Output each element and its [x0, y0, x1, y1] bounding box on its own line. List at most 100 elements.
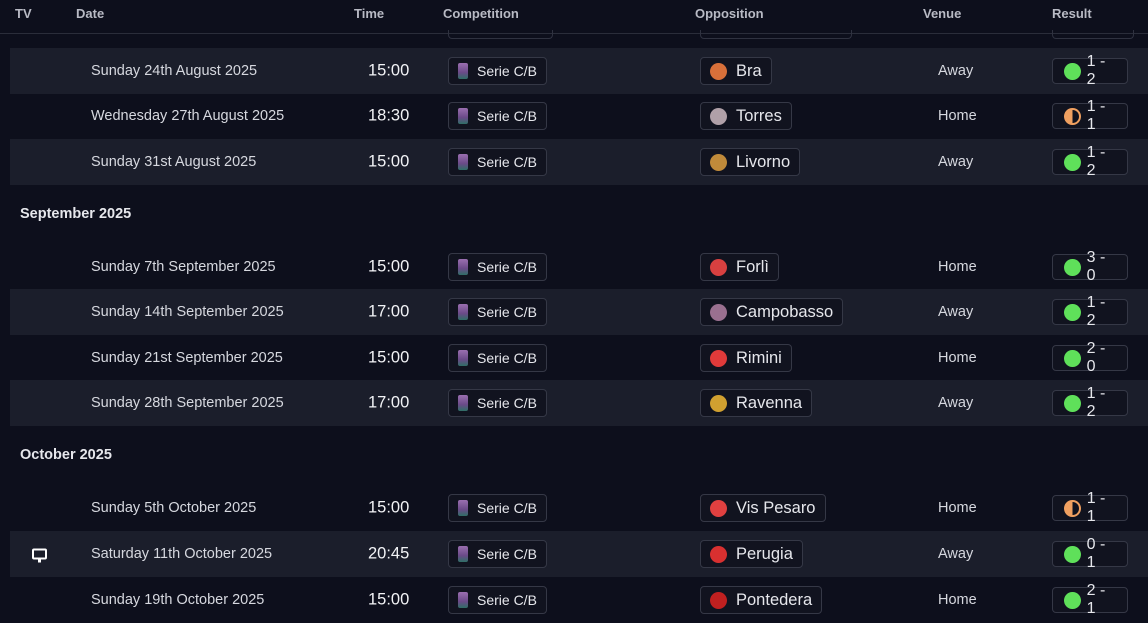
result-score: 1 - 1 [1086, 490, 1106, 525]
competition-badge[interactable]: Serie C/B [448, 148, 547, 176]
opponent-badge[interactable]: Rimini [700, 344, 792, 372]
result-score: 1 - 2 [1086, 385, 1106, 420]
month-heading: September 2025 [20, 206, 132, 222]
competition-logo-icon [458, 108, 468, 124]
result-score: 2 - 1 [1086, 582, 1106, 617]
partial-row-result [1052, 30, 1134, 39]
team-crest-icon [710, 499, 727, 517]
result-badge[interactable]: 2 - 0 [1052, 340, 1128, 375]
competition-logo-icon [458, 350, 468, 366]
opponent-badge[interactable]: Ravenna [700, 389, 813, 417]
opponent-badge[interactable]: Torres [700, 102, 792, 130]
competition-badge[interactable]: Serie C/B [448, 253, 547, 281]
month-heading: October 2025 [20, 447, 112, 463]
result-score: 3 - 0 [1086, 249, 1106, 284]
result-badge[interactable]: 3 - 0 [1052, 249, 1128, 284]
opponent-badge[interactable]: Vis Pesaro [700, 494, 826, 522]
result-badge[interactable]: 1 - 2 [1052, 385, 1128, 420]
fixture-row[interactable]: Sunday 14th September 2025 17:00 Serie C/B… [10, 289, 1148, 335]
fixture-row[interactable]: Sunday 28th September 2025 17:00 Serie C/B… [10, 380, 1148, 426]
result-badge[interactable]: 1 - 2 [1052, 144, 1128, 179]
fixture-row[interactable]: Sunday 21st September 2025 15:00 Serie C/B… [10, 335, 1148, 381]
fixture-time: 15:00 [368, 152, 410, 171]
competition-logo-icon [458, 500, 468, 516]
competition-badge[interactable]: Serie C/B [448, 298, 547, 326]
fixture-row[interactable]: Sunday 7th September 2025 15:00 Serie C/B F… [10, 244, 1148, 290]
opponent-badge[interactable]: Bra [700, 57, 772, 85]
result-badge[interactable]: 1 - 2 [1052, 294, 1128, 329]
team-crest-icon [710, 545, 727, 563]
competition-logo-icon [458, 154, 468, 170]
fixture-time: 15:00 [368, 61, 410, 80]
competition-badge[interactable]: Serie C/B [448, 389, 547, 417]
competition-logo-icon [458, 592, 468, 608]
opponent-badge[interactable]: Livorno [700, 148, 801, 176]
opponent-badge[interactable]: Perugia [700, 540, 803, 568]
header-competition: Competition [443, 6, 519, 21]
fixture-date: Sunday 28th September 2025 [91, 395, 284, 411]
win-indicator-icon [1064, 545, 1081, 563]
win-indicator-icon [1064, 394, 1081, 412]
draw-indicator-icon [1064, 499, 1081, 517]
competition-logo-icon [458, 304, 468, 320]
opponent-name: Torres [736, 106, 782, 125]
team-crest-icon [710, 258, 727, 276]
competition-badge[interactable]: Serie C/B [448, 586, 547, 614]
win-indicator-icon [1064, 349, 1081, 367]
fixture-venue: Away [938, 395, 974, 411]
fixture-time: 15:00 [368, 257, 410, 276]
team-crest-icon [710, 62, 727, 80]
team-crest-icon [710, 303, 727, 321]
header-date: Date [76, 6, 105, 21]
competition-name: Serie C/B [477, 304, 537, 320]
competition-badge[interactable]: Serie C/B [448, 540, 547, 568]
win-indicator-icon [1064, 62, 1081, 80]
fixture-venue: Home [938, 108, 977, 124]
team-crest-icon [710, 107, 727, 125]
competition-badge[interactable]: Serie C/B [448, 344, 547, 372]
fixture-time: 20:45 [368, 544, 410, 563]
result-badge[interactable]: 0 - 1 [1052, 536, 1128, 571]
fixture-date: Sunday 7th September 2025 [91, 259, 276, 275]
opponent-badge[interactable]: Forlì [700, 253, 779, 281]
fixture-venue: Away [938, 63, 974, 79]
fixture-venue: Home [938, 592, 977, 608]
competition-badge[interactable]: Serie C/B [448, 57, 547, 85]
table-header: TV Date Time Competition Opposition Venu… [0, 0, 1148, 34]
fixture-row[interactable]: Sunday 19th October 2025 15:00 Serie C/B Po… [10, 577, 1148, 623]
fixture-date: Sunday 21st September 2025 [91, 350, 283, 366]
opponent-name: Vis Pesaro [736, 498, 816, 517]
fixture-row[interactable]: Sunday 5th October 2025 15:00 Serie C/B Vis… [10, 485, 1148, 531]
result-badge[interactable]: 1 - 1 [1052, 98, 1128, 133]
partial-row-competition [448, 30, 553, 39]
competition-name: Serie C/B [477, 395, 537, 411]
team-crest-icon [710, 591, 727, 609]
fixture-row[interactable]: Saturday 11th October 2025 20:45 Serie C/B… [10, 531, 1148, 577]
opponent-name: Ravenna [736, 393, 803, 412]
header-opposition: Opposition [695, 6, 764, 21]
fixture-row[interactable]: Wednesday 27th August 2025 18:30 Serie C/B… [10, 93, 1148, 139]
fixture-date: Saturday 11th October 2025 [91, 546, 273, 562]
win-indicator-icon [1064, 153, 1081, 171]
fixture-time: 15:00 [368, 348, 410, 367]
competition-logo-icon [458, 63, 468, 79]
result-score: 1 - 1 [1086, 98, 1106, 133]
competition-name: Serie C/B [477, 546, 537, 562]
opponent-badge[interactable]: Campobasso [700, 298, 844, 326]
competition-badge[interactable]: Serie C/B [448, 102, 547, 130]
result-badge[interactable]: 2 - 1 [1052, 582, 1128, 617]
result-badge[interactable]: 1 - 2 [1052, 53, 1128, 88]
fixture-row[interactable]: Sunday 31st August 2025 15:00 Serie C/B Liv… [10, 139, 1148, 185]
fixture-time: 17:00 [368, 393, 410, 412]
opponent-badge[interactable]: Pontedera [700, 586, 823, 614]
result-score: 1 - 2 [1086, 294, 1106, 329]
result-badge[interactable]: 1 - 1 [1052, 490, 1128, 525]
competition-badge[interactable]: Serie C/B [448, 494, 547, 522]
header-time: Time [354, 6, 385, 21]
fixture-row[interactable]: Sunday 24th August 2025 15:00 Serie C/B Bra… [10, 48, 1148, 94]
competition-name: Serie C/B [477, 592, 537, 608]
team-crest-icon [710, 349, 727, 367]
result-score: 1 - 2 [1086, 53, 1106, 88]
opponent-name: Pontedera [736, 590, 813, 609]
opponent-name: Livorno [736, 152, 791, 171]
